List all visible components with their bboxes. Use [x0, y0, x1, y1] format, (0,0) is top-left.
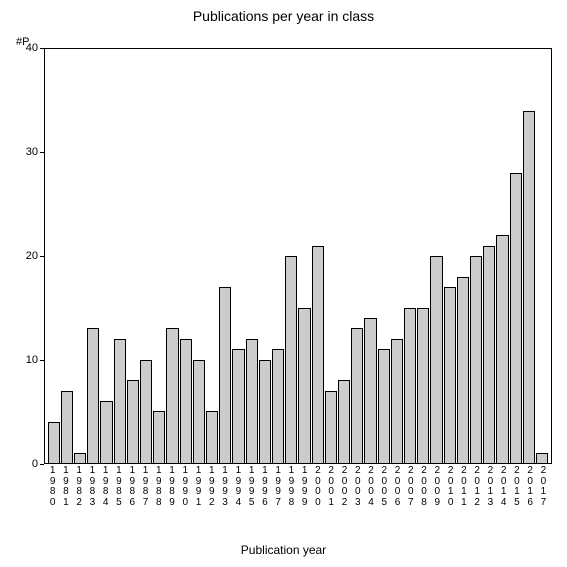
x-tick-label: 1986 [126, 466, 138, 508]
y-tick-label: 40 [26, 42, 38, 54]
x-tick-label: 1981 [60, 466, 72, 508]
y-tick-label: 20 [26, 250, 38, 262]
x-tick-label: 2004 [365, 466, 377, 508]
x-tick-label: 1985 [113, 466, 125, 508]
bar [483, 246, 495, 463]
bar [232, 349, 244, 463]
x-tick-label: 1997 [272, 466, 284, 508]
y-tick-mark [40, 464, 44, 465]
x-tick-label: 2008 [418, 466, 430, 508]
bar [457, 277, 469, 463]
x-tick-label: 2003 [352, 466, 364, 508]
x-tick-label: 1994 [232, 466, 244, 508]
x-tick-label: 1990 [179, 466, 191, 508]
x-tick-label: 2012 [471, 466, 483, 508]
x-tick-label: 2009 [431, 466, 443, 508]
x-tick-label: 1987 [139, 466, 151, 508]
bar [496, 235, 508, 463]
bar [61, 391, 73, 463]
bar [114, 339, 126, 463]
bar [404, 308, 416, 463]
bar [536, 453, 548, 463]
x-tick-label: 1991 [192, 466, 204, 508]
bar [180, 339, 192, 463]
y-ticks: 010203040 [0, 48, 44, 464]
bar [153, 411, 165, 463]
bar [325, 391, 337, 463]
x-axis-label: Publication year [0, 543, 567, 557]
x-tick-label: 1984 [100, 466, 112, 508]
x-tick-label: 1992 [206, 466, 218, 508]
x-tick-label: 2014 [498, 466, 510, 508]
bar [193, 360, 205, 464]
x-tick-label: 1983 [86, 466, 98, 508]
y-tick-label: 10 [26, 354, 38, 366]
y-tick-label: 0 [32, 458, 38, 470]
chart-title: Publications per year in class [0, 8, 567, 24]
x-tick-label: 2000 [312, 466, 324, 508]
bar [127, 380, 139, 463]
x-tick-label: 2005 [378, 466, 390, 508]
bar [351, 328, 363, 463]
bar [219, 287, 231, 463]
x-ticks: 1980198119821983198419851986198719881989… [44, 466, 552, 508]
x-tick-label: 1996 [259, 466, 271, 508]
x-tick-label: 1988 [153, 466, 165, 508]
x-tick-label: 2017 [537, 466, 549, 508]
x-tick-label: 1989 [166, 466, 178, 508]
bar [166, 328, 178, 463]
bar [338, 380, 350, 463]
bar [87, 328, 99, 463]
x-tick-label: 1999 [299, 466, 311, 508]
x-tick-label: 1993 [219, 466, 231, 508]
x-tick-label: 2001 [325, 466, 337, 508]
bar [364, 318, 376, 463]
bar [140, 360, 152, 464]
bar [285, 256, 297, 463]
x-tick-label: 2011 [458, 466, 470, 508]
x-tick-label: 2007 [405, 466, 417, 508]
bar [48, 422, 60, 463]
bar [206, 411, 218, 463]
bar [246, 339, 258, 463]
bar [298, 308, 310, 463]
x-tick-label: 1980 [47, 466, 59, 508]
x-tick-label: 2016 [524, 466, 536, 508]
bar [272, 349, 284, 463]
x-tick-label: 2006 [391, 466, 403, 508]
bar [100, 401, 112, 463]
bar [523, 111, 535, 463]
x-tick-label: 1998 [285, 466, 297, 508]
bar [417, 308, 429, 463]
chart-container: Publications per year in class #P 010203… [0, 0, 567, 567]
bar [391, 339, 403, 463]
y-tick-label: 30 [26, 146, 38, 158]
bar [312, 246, 324, 463]
bars-group [45, 49, 551, 463]
bar [378, 349, 390, 463]
bar [259, 360, 271, 464]
bar [430, 256, 442, 463]
x-tick-label: 2013 [484, 466, 496, 508]
x-tick-label: 1982 [73, 466, 85, 508]
plot-area [44, 48, 552, 464]
bar [470, 256, 482, 463]
x-tick-label: 2010 [444, 466, 456, 508]
x-tick-label: 2002 [338, 466, 350, 508]
x-tick-label: 2015 [511, 466, 523, 508]
bar [74, 453, 86, 463]
x-tick-label: 1995 [245, 466, 257, 508]
bar [444, 287, 456, 463]
bar [510, 173, 522, 463]
